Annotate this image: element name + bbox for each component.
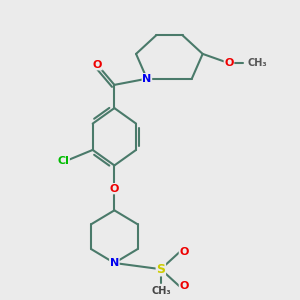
Text: O: O	[110, 184, 119, 194]
Text: CH₃: CH₃	[248, 58, 267, 68]
Text: S: S	[156, 263, 165, 276]
Text: O: O	[179, 247, 189, 257]
Text: CH₃: CH₃	[151, 286, 171, 296]
Text: N: N	[110, 258, 119, 268]
Text: O: O	[224, 58, 234, 68]
Text: N: N	[142, 74, 152, 84]
Text: O: O	[179, 281, 189, 291]
Text: O: O	[93, 60, 102, 70]
Text: Cl: Cl	[57, 156, 69, 166]
